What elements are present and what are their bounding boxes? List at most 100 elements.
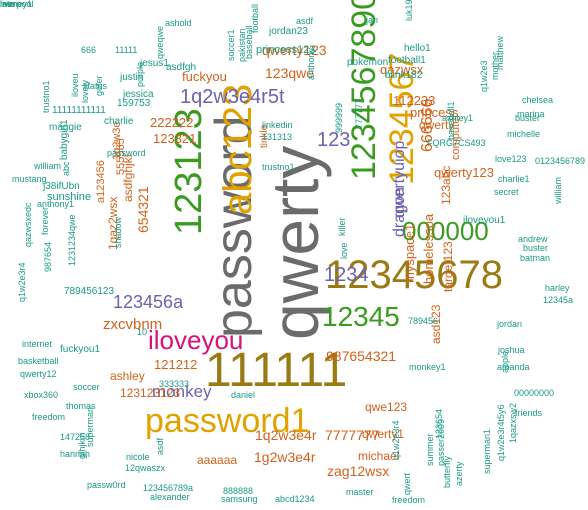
cloud-word: nicole [126, 452, 150, 462]
cloud-word: 1234 [324, 264, 369, 286]
cloud-word: fuckyou [182, 69, 227, 84]
cloud-word: 11111111111 [52, 105, 106, 116]
cloud-word: trustno1 [41, 80, 51, 113]
cloud-word: zag12wsx [327, 463, 390, 479]
cloud-word: abcd1234 [275, 494, 315, 504]
cloud-word: jesus1 [140, 58, 169, 69]
cloud-word: j38ifUbn [43, 181, 80, 192]
cloud-word: 666 [81, 45, 97, 55]
cloud-word: qwerty [258, 145, 332, 340]
cloud-word: ashold [165, 18, 192, 28]
cloud-word: 121212 [154, 357, 198, 372]
cloud-word: 0123456789 [535, 156, 586, 166]
cloud-word: master [346, 487, 374, 497]
cloud-word: linkedin [262, 120, 293, 130]
cloud-word: 789456 [408, 316, 439, 326]
cloud-word: qwe123 [365, 400, 408, 414]
cloud-word: william [553, 177, 563, 204]
cloud-word: 123456a [113, 292, 184, 312]
cloud-word: 888888 [223, 486, 254, 496]
cloud-word: iloveyou [148, 325, 244, 355]
cloud-word: 7777777 [325, 427, 380, 443]
cloud-word: 777777 [354, 98, 364, 129]
cloud-word: q1w2e3r4 [17, 262, 27, 302]
cloud-word: qwert [402, 472, 412, 495]
cloud-word: xbox360 [24, 390, 59, 400]
cloud-word: 12qwaszx [125, 463, 166, 473]
cloud-word: password1 [145, 402, 310, 440]
cloud-word: liverpool [0, 0, 34, 9]
cloud-word: q1w2e3 [479, 60, 489, 92]
cloud-word: princess [410, 105, 459, 120]
cloud-word: 123321 [153, 131, 197, 146]
cloud-word: soccer1 [226, 29, 236, 61]
cloud-word: william [34, 161, 61, 171]
cloud-word: 123456789a [143, 483, 194, 493]
cloud-word: freedom [392, 495, 426, 505]
cloud-word: 111111 [205, 344, 348, 397]
cloud-word: 10 [137, 327, 148, 337]
cloud-word: 654321 [135, 186, 151, 233]
cloud-word: 123654 [434, 408, 444, 439]
cloud-word: 123abc [439, 165, 453, 205]
cloud-word: jan [366, 15, 379, 25]
cloud-word: trustno1 [262, 162, 295, 172]
cloud-word: purple [135, 61, 145, 87]
cloud-word: 12345 [322, 301, 400, 332]
cloud-word: buster [523, 243, 549, 253]
cloud-word: 123 [317, 129, 351, 151]
cloud-word: 000000 [402, 216, 489, 246]
cloud-word: superman1 [482, 428, 492, 474]
cloud-word: joshua [498, 345, 525, 355]
cloud-word: anthony1 [37, 199, 75, 209]
cloud-word: qazwsxedc [23, 202, 33, 247]
cloud-word: daniel [231, 390, 256, 400]
cloud-word: shadow [113, 216, 123, 248]
cloud-word: qwerty123 [262, 42, 327, 58]
cloud-word: killer [337, 217, 347, 236]
cloud-word: password [107, 148, 146, 158]
cloud-word: charlie1 [498, 174, 530, 184]
cloud-word: chelsea [522, 95, 554, 105]
cloud-word: 333333 [159, 379, 190, 389]
cloud-word: pokemon [347, 57, 389, 68]
cloud-word: friends [515, 408, 543, 418]
cloud-word: buster [515, 113, 541, 123]
cloud-word: qazwsx [380, 62, 424, 77]
cloud-word: qwerty1 [362, 427, 405, 441]
cloud-word: michelle [507, 129, 541, 139]
cloud-word: 12345a [543, 295, 574, 305]
cloud-word: 1234567890 [345, 0, 383, 180]
cloud-word: ashley [110, 369, 145, 383]
cloud-word: FQRG7CS493 [427, 138, 486, 148]
cloud-word: love123 [495, 154, 527, 164]
cloud-word: qwerty12 [20, 369, 57, 379]
cloud-word: 131313 [262, 132, 293, 142]
cloud-word: samsung [221, 494, 258, 504]
cloud-word: harley [545, 283, 570, 293]
cloud-word: fuckyou1 [60, 344, 101, 355]
cloud-word: 00000000 [514, 388, 555, 398]
cloud-word: basketball [18, 356, 59, 366]
cloud-word: secret [494, 187, 519, 197]
cloud-word: andrew [518, 234, 548, 244]
cloud-word: hello1 [404, 43, 431, 54]
cloud-word: justin [120, 72, 144, 83]
cloud-word: 1g2w3e4r [254, 449, 316, 465]
cloud-word: passw0rd [87, 480, 126, 490]
cloud-word: iloveyou1 [463, 215, 506, 226]
cloud-word: q1w2e3r4t5y6 [496, 404, 506, 461]
cloud-word: monkey [152, 382, 212, 401]
cloud-word: asdfgh [166, 62, 197, 73]
cloud-word: asdf [296, 16, 314, 26]
cloud-word: 11111 [115, 45, 138, 55]
cloud-word: football1 [388, 55, 426, 66]
cloud-word: iloveu [70, 73, 80, 97]
cloud-word: a123456 [95, 160, 107, 203]
cloud-word: 222222 [150, 115, 194, 130]
cloud-word: qwerty [419, 118, 455, 132]
cloud-word: myspace1 [402, 223, 417, 283]
cloud-word: 1q2w3e4r [255, 427, 317, 443]
cloud-word: 147258 [60, 432, 91, 442]
